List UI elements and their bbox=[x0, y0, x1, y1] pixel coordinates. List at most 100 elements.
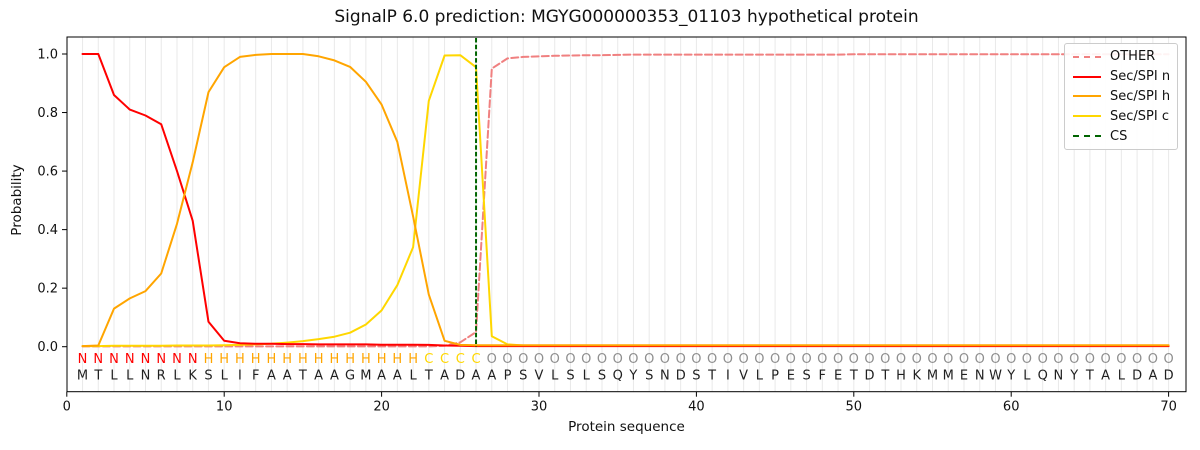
legend-item-other: OTHER bbox=[1065, 47, 1177, 67]
sequence-letter: T bbox=[880, 369, 889, 384]
y-tick-label: 0.0 bbox=[37, 340, 58, 355]
region-letter: O bbox=[833, 352, 843, 367]
region-letter: O bbox=[644, 352, 654, 367]
region-letter: O bbox=[1148, 352, 1158, 367]
region-letter: H bbox=[267, 352, 277, 367]
x-tick-label: 40 bbox=[688, 400, 705, 415]
sequence-letter: H bbox=[896, 369, 906, 384]
region-letter: O bbox=[660, 352, 670, 367]
region-letter: C bbox=[456, 352, 465, 367]
region-letter: N bbox=[78, 352, 88, 367]
sequence-letter: V bbox=[739, 369, 748, 384]
legend-line-sample bbox=[1073, 95, 1101, 98]
region-letter: N bbox=[188, 352, 198, 367]
sequence-letter: A bbox=[487, 369, 496, 384]
legend-item-sec-spi-h: Sec/SPI h bbox=[1065, 87, 1177, 107]
gridlines bbox=[82, 37, 1170, 392]
sequence-letter: A bbox=[330, 369, 339, 384]
sequence-letter: D bbox=[676, 369, 686, 384]
chart-title: SignalP 6.0 prediction: MGYG000000353_01… bbox=[334, 7, 919, 27]
region-letter: O bbox=[1038, 352, 1048, 367]
region-letter: O bbox=[754, 352, 764, 367]
sequence-letter: D bbox=[455, 369, 465, 384]
region-letter: H bbox=[251, 352, 261, 367]
region-letter: H bbox=[408, 352, 418, 367]
x-tick-label: 20 bbox=[373, 400, 390, 415]
sequence-letter: D bbox=[864, 369, 874, 384]
x-tick-label: 10 bbox=[216, 400, 233, 415]
region-letter: O bbox=[1132, 352, 1142, 367]
sequence-letter: T bbox=[424, 369, 433, 384]
region-letter: H bbox=[361, 352, 371, 367]
legend-line-sample bbox=[1073, 75, 1101, 78]
region-letter: O bbox=[770, 352, 780, 367]
region-letter: N bbox=[156, 352, 166, 367]
sequence-letter: Q bbox=[613, 369, 623, 384]
sequence-letter: F bbox=[819, 369, 826, 384]
region-letter: O bbox=[817, 352, 827, 367]
sequence-letter: A bbox=[283, 369, 292, 384]
sequence-letter: E bbox=[787, 369, 795, 384]
region-letter: O bbox=[990, 352, 1000, 367]
sequence-letter: R bbox=[157, 369, 166, 384]
x-tick-label: 30 bbox=[531, 400, 548, 415]
region-letter: O bbox=[1022, 352, 1032, 367]
legend-label: OTHER bbox=[1110, 49, 1156, 65]
y-tick-label: 1.0 bbox=[37, 48, 58, 63]
sequence-letter: T bbox=[707, 369, 716, 384]
sequence-letter: L bbox=[1118, 369, 1126, 384]
region-letter: O bbox=[597, 352, 607, 367]
region-letter: O bbox=[927, 352, 937, 367]
sequence-letter: S bbox=[692, 369, 700, 384]
axes-spines bbox=[66, 36, 1187, 393]
y-tick-label: 0.8 bbox=[37, 106, 58, 121]
region-letter: H bbox=[219, 352, 229, 367]
y-tick-label: 0.4 bbox=[37, 223, 58, 238]
sequence-letter: S bbox=[519, 369, 527, 384]
x-tick-label: 50 bbox=[846, 400, 863, 415]
sequence-letter: M bbox=[943, 369, 954, 384]
region-letter: O bbox=[691, 352, 701, 367]
legend-label: Sec/SPI c bbox=[1110, 108, 1169, 124]
sequence-letter: N bbox=[1054, 369, 1064, 384]
region-letter: O bbox=[975, 352, 985, 367]
sequence-letter: L bbox=[110, 369, 118, 384]
sequence-letter: L bbox=[409, 369, 417, 384]
region-letter: H bbox=[377, 352, 387, 367]
sequence-letter: L bbox=[126, 369, 134, 384]
legend-item-sec-spi-n: Sec/SPI n bbox=[1065, 67, 1177, 87]
sequence-letter: A bbox=[377, 369, 386, 384]
sequence-letter: D bbox=[1132, 369, 1142, 384]
sequence-letter: Y bbox=[628, 369, 637, 384]
legend-line-sample bbox=[1073, 115, 1101, 118]
sequence-letter: A bbox=[393, 369, 402, 384]
sequence-letter: W bbox=[989, 369, 1002, 384]
sequence-letter: N bbox=[975, 369, 985, 384]
region-letter: N bbox=[125, 352, 135, 367]
sequence-letter: Y bbox=[1069, 369, 1078, 384]
sequence-letter: L bbox=[221, 369, 229, 384]
sequence-letter: L bbox=[1023, 369, 1031, 384]
region-letter: H bbox=[392, 352, 402, 367]
region-letter: O bbox=[1116, 352, 1126, 367]
region-letter: O bbox=[565, 352, 575, 367]
region-letter: H bbox=[204, 352, 214, 367]
region-letter: O bbox=[738, 352, 748, 367]
region-letter: N bbox=[141, 352, 151, 367]
y-axis: 0.0 0.2 0.4 0.6 0.8 1.0 bbox=[37, 48, 67, 355]
region-letter: H bbox=[330, 352, 340, 367]
sequence-letter: T bbox=[298, 369, 307, 384]
sequence-letter: L bbox=[551, 369, 559, 384]
region-letter: O bbox=[628, 352, 638, 367]
legend-label: Sec/SPI n bbox=[1110, 69, 1171, 85]
sequence-letter: K bbox=[188, 369, 197, 384]
region-letter: O bbox=[880, 352, 890, 367]
sequence-letter: K bbox=[913, 369, 922, 384]
sequence-letter: T bbox=[849, 369, 858, 384]
sequence-letter: N bbox=[141, 369, 151, 384]
x-tick-label: 0 bbox=[63, 400, 71, 415]
legend-item-sec-spi-c: Sec/SPI c bbox=[1065, 106, 1177, 126]
region-letter: H bbox=[282, 352, 292, 367]
